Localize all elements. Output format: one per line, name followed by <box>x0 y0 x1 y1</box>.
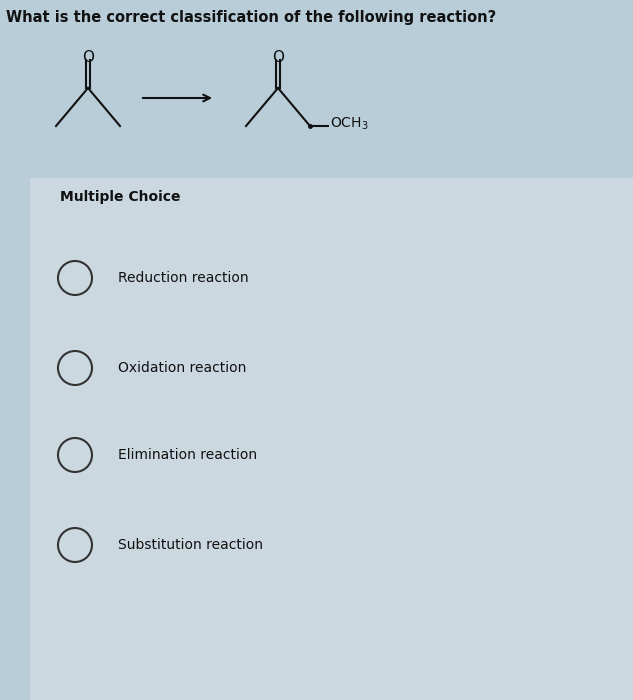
Text: What is the correct classification of the following reaction?: What is the correct classification of th… <box>6 10 496 25</box>
Text: O: O <box>82 50 94 65</box>
Bar <box>30 178 633 700</box>
Text: O: O <box>272 50 284 65</box>
Text: Multiple Choice: Multiple Choice <box>60 190 180 204</box>
Text: Reduction reaction: Reduction reaction <box>118 271 249 285</box>
Text: OCH$_3$: OCH$_3$ <box>330 116 368 132</box>
Text: Oxidation reaction: Oxidation reaction <box>118 361 246 375</box>
Text: Elimination reaction: Elimination reaction <box>118 448 257 462</box>
Text: Substitution reaction: Substitution reaction <box>118 538 263 552</box>
